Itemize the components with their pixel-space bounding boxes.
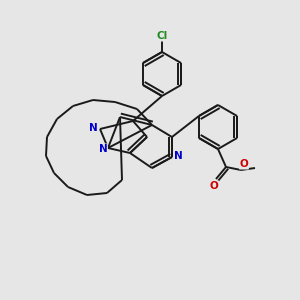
Text: O: O [240, 159, 248, 169]
Text: N: N [88, 123, 98, 133]
Text: N: N [99, 144, 107, 154]
Text: O: O [210, 181, 218, 191]
Text: Cl: Cl [156, 31, 168, 41]
Text: N: N [174, 151, 182, 161]
